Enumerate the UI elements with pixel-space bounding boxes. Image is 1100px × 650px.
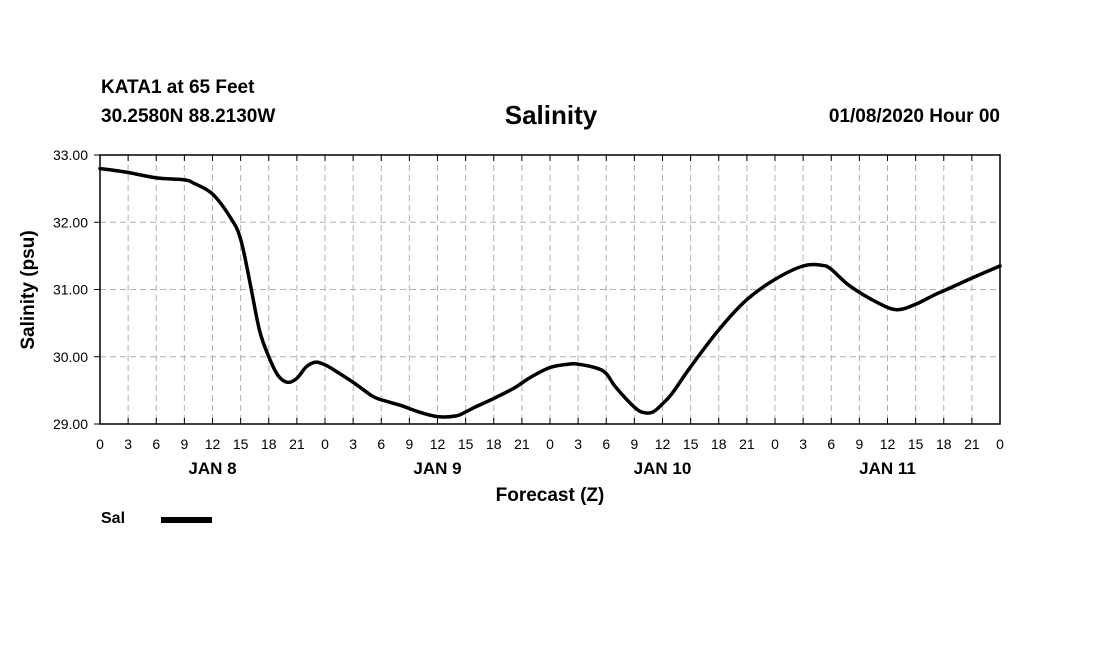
x-tick-labels: 0 3 6 9 12 15 18 21 0 3 6 9 12 15 18 21 0 3 6 9 12 15 18 21 0 3 6 9… (96, 436, 1004, 452)
x-tick-label: 6 (827, 436, 835, 452)
x-tick-label: 18 (711, 436, 727, 452)
x-tick-label: 6 (377, 436, 385, 452)
x-tick-label: 0 (96, 436, 104, 452)
x-tick-label: 3 (124, 436, 132, 452)
x-tick-label: 12 (655, 436, 671, 452)
x-tick-label: 0 (996, 436, 1004, 452)
x-tick-label: 18 (486, 436, 502, 452)
x-axis-label: Forecast (Z) (496, 485, 605, 506)
legend-swatch (161, 517, 212, 523)
x-tick-label: 15 (908, 436, 924, 452)
y-tick-label: 32.00 (53, 214, 88, 230)
x-tick-label: 9 (405, 436, 413, 452)
x-tick-label: 15 (233, 436, 249, 452)
x-tick-label: 21 (964, 436, 980, 452)
y-tick-label: 29.00 (53, 416, 88, 432)
day-labels: JAN 8 JAN 9 JAN 10 JAN 11 (188, 459, 915, 478)
x-tick-label: 3 (799, 436, 807, 452)
x-tick-label: 6 (152, 436, 160, 452)
x-tick-label: 12 (205, 436, 221, 452)
y-tick-label: 33.00 (53, 147, 88, 163)
grid-lines (100, 155, 1000, 424)
x-tick-label: 21 (739, 436, 755, 452)
x-tick-label: 0 (321, 436, 329, 452)
x-tick-label: 18 (261, 436, 277, 452)
x-tick-label: 9 (630, 436, 638, 452)
day-label: JAN 10 (634, 459, 692, 478)
y-tick-label: 31.00 (53, 282, 88, 298)
x-tick-label: 15 (683, 436, 699, 452)
x-tick-label: 0 (546, 436, 554, 452)
y-tick-labels: 29.00 30.00 31.00 32.00 33.00 (53, 147, 88, 432)
day-label: JAN 11 (859, 459, 916, 478)
x-tick-label: 9 (855, 436, 863, 452)
y-axis-label: Salinity (psu) (18, 230, 39, 349)
day-label: JAN 9 (413, 459, 461, 478)
series-line-sal (98, 166, 1002, 419)
x-tick-label: 21 (289, 436, 305, 452)
chart-title: Salinity (504, 100, 598, 130)
run-time-label: 01/08/2020 Hour 00 (828, 106, 1000, 127)
x-tick-label: 12 (880, 436, 896, 452)
x-tick-label: 3 (349, 436, 357, 452)
x-tick-label: 15 (458, 436, 474, 452)
y-tick-label: 30.00 (53, 349, 88, 365)
x-tick-label: 12 (430, 436, 446, 452)
x-tick-label: 3 (574, 436, 582, 452)
axis-ticks (94, 154, 1001, 425)
station-label: KATA1 at 65 Feet (101, 77, 255, 98)
day-label: JAN 8 (188, 459, 236, 478)
x-tick-label: 9 (180, 436, 188, 452)
x-tick-label: 0 (771, 436, 779, 452)
coordinates-label: 30.2580N 88.2130W (101, 106, 276, 127)
x-tick-label: 21 (514, 436, 530, 452)
x-tick-label: 18 (936, 436, 952, 452)
legend-label: Sal (101, 510, 126, 527)
x-tick-label: 6 (602, 436, 610, 452)
